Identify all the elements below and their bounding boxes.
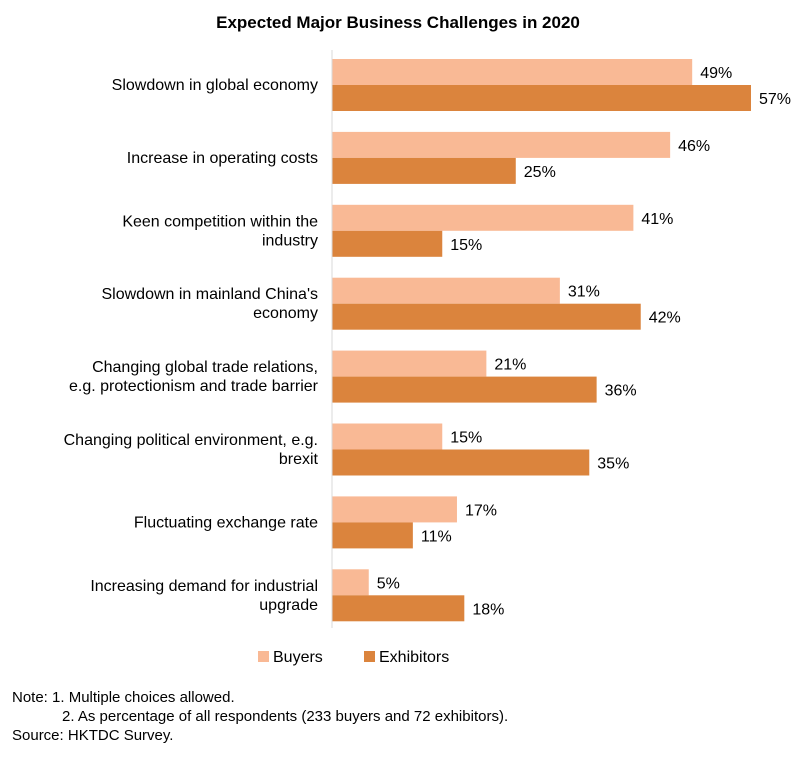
bar-chart: Expected Major Business Challenges in 20… xyxy=(64,13,791,666)
bar-buyers-5 xyxy=(332,423,443,450)
data-label-buyers: 41% xyxy=(641,211,673,228)
category-label: Slowdown in mainland China's economy xyxy=(101,286,318,322)
category-label: Increasing demand for industrial upgrade xyxy=(90,578,318,614)
data-label-exhibitors: 25% xyxy=(524,164,556,181)
category-label: Changing global trade relations, e.g. pro… xyxy=(69,359,319,395)
data-label-buyers: 15% xyxy=(450,430,482,447)
data-label-buyers: 31% xyxy=(568,284,600,301)
note-line-1: Note: 1. Multiple choices allowed. xyxy=(12,689,235,706)
bar-exhibitors-4 xyxy=(332,376,597,403)
legend-label-exhibitors: Exhibitors xyxy=(379,649,449,666)
data-label-exhibitors: 57% xyxy=(759,91,791,108)
data-label-exhibitors: 35% xyxy=(597,456,629,473)
data-label-buyers: 49% xyxy=(700,65,732,82)
bar-buyers-6 xyxy=(332,496,457,523)
bar-exhibitors-7 xyxy=(332,595,465,622)
bar-exhibitors-0 xyxy=(332,85,751,111)
legend: Buyers Exhibitors xyxy=(258,649,449,666)
bar-exhibitors-6 xyxy=(332,522,413,549)
data-label-exhibitors: 15% xyxy=(450,237,482,254)
category-label: Slowdown in global economy xyxy=(112,77,318,94)
chart-title: Expected Major Business Challenges in 20… xyxy=(216,13,580,32)
data-label-exhibitors: 11% xyxy=(421,528,452,545)
category-label: Increase in operating costs xyxy=(127,150,318,167)
bar-buyers-2 xyxy=(332,204,634,231)
source-line: Source: HKTDC Survey. xyxy=(12,727,174,744)
bar-exhibitors-1 xyxy=(332,157,516,184)
bar-buyers-3 xyxy=(332,277,560,304)
data-label-exhibitors: 36% xyxy=(605,383,637,400)
notes: Note: 1. Multiple choices allowed. 2. As… xyxy=(12,688,508,745)
bar-buyers-1 xyxy=(332,131,671,158)
category-label: Fluctuating exchange rate xyxy=(134,514,318,531)
category-label: Changing political environment, e.g. brex… xyxy=(64,432,319,468)
bar-exhibitors-5 xyxy=(332,449,590,476)
bar-buyers-7 xyxy=(332,569,369,596)
bar-buyers-0 xyxy=(332,59,693,85)
data-label-exhibitors: 42% xyxy=(649,310,681,327)
bars-group: Slowdown in global economy 49% 57% Increase… xyxy=(64,59,791,622)
data-label-buyers: 5% xyxy=(377,575,400,592)
bar-exhibitors-2 xyxy=(332,230,443,257)
legend-swatch-buyers xyxy=(258,651,269,662)
category-label: Keen competition within the industry xyxy=(122,213,318,249)
data-label-buyers: 21% xyxy=(494,357,526,374)
legend-swatch-exhibitors xyxy=(364,651,375,662)
bar-buyers-4 xyxy=(332,350,487,377)
data-label-exhibitors: 18% xyxy=(472,601,504,618)
note-line-2: 2. As percentage of all respondents (233… xyxy=(62,708,509,725)
data-label-buyers: 46% xyxy=(678,138,710,155)
data-label-buyers: 17% xyxy=(465,502,497,519)
bar-exhibitors-3 xyxy=(332,303,641,330)
legend-label-buyers: Buyers xyxy=(273,649,323,666)
